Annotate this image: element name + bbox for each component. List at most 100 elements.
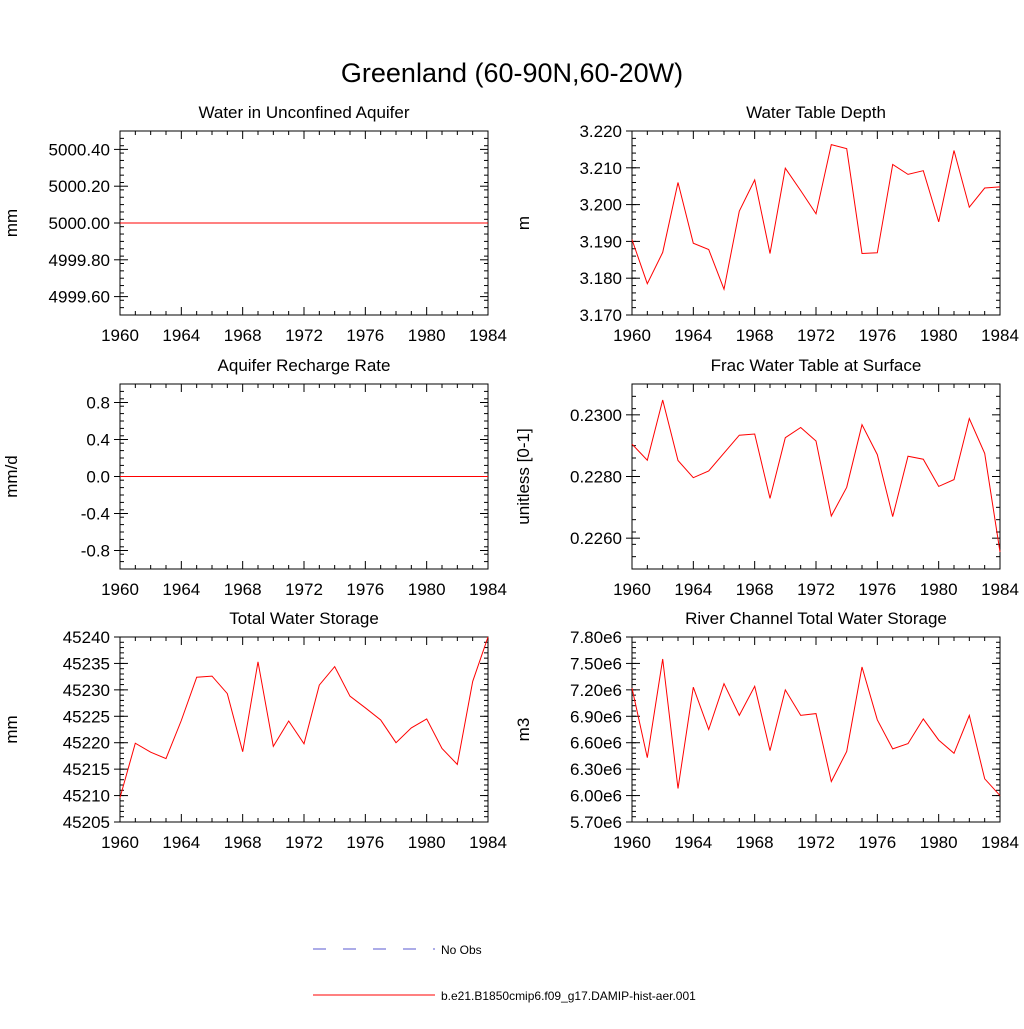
x-tick-label: 1968 — [736, 833, 774, 852]
x-tick-label: 1960 — [101, 580, 139, 599]
y-tick-label: 45220 — [63, 734, 110, 753]
y-tick-label: 7.50e6 — [570, 654, 622, 673]
legend-model-label: b.e21.B1850cmip6.f09_g17.DAMIP-hist-aer.… — [441, 989, 696, 1003]
y-tick-label: 6.00e6 — [570, 787, 622, 806]
y-axis-label: m — [514, 216, 533, 230]
x-tick-label: 1976 — [346, 833, 384, 852]
y-tick-label: 3.210 — [579, 159, 622, 178]
x-tick-label: 1976 — [858, 580, 896, 599]
x-tick-label: 1972 — [797, 580, 835, 599]
x-tick-label: 1972 — [797, 833, 835, 852]
y-tick-label: 0.4 — [86, 431, 110, 450]
panel-3: Aquifer Recharge Rate 1960 1964 1968 1972 197… — [2, 356, 507, 599]
y-tick-label: 0.2300 — [570, 406, 622, 425]
y-tick-label: -0.4 — [81, 505, 110, 524]
x-tick-label: 1964 — [674, 833, 712, 852]
y-tick-label: 5000.40 — [49, 140, 110, 159]
legend-obs-label: No Obs — [441, 943, 482, 957]
legend: No Obs b.e21.B1850cmip6.f09_g17.DAMIP-hi… — [313, 943, 696, 1003]
x-tick-label: 1964 — [162, 580, 200, 599]
y-axis-label: mm — [2, 715, 21, 743]
panel-title: Aquifer Recharge Rate — [218, 356, 391, 375]
panel-2: Water Table Depth 1960 1964 1968 1972 1976 198… — [514, 103, 1019, 345]
x-tick-label: 1980 — [920, 833, 958, 852]
x-tick-label: 1980 — [920, 326, 958, 345]
y-tick-label: 5000.00 — [49, 214, 110, 233]
panel-1: Water in Unconfined Aquifer 1960 1964 1968 1… — [2, 103, 507, 345]
x-tick-label: 1976 — [858, 833, 896, 852]
x-tick-label: 1964 — [162, 833, 200, 852]
y-tick-label: 6.60e6 — [570, 734, 622, 753]
x-tick-label: 1984 — [981, 580, 1019, 599]
panel-4: Frac Water Table at Surface 1960 1964 1968 1… — [514, 356, 1019, 599]
x-tick-label: 1968 — [224, 580, 262, 599]
panel-title: Frac Water Table at Surface — [711, 356, 922, 375]
x-tick-label: 1984 — [981, 833, 1019, 852]
y-tick-label: 7.20e6 — [570, 681, 622, 700]
plot-frame — [631, 383, 1001, 570]
y-tick-label: 5.70e6 — [570, 813, 622, 832]
x-tick-label: 1972 — [285, 833, 323, 852]
x-tick-label: 1964 — [162, 326, 200, 345]
x-tick-label: 1972 — [285, 326, 323, 345]
x-tick-label: 1960 — [613, 833, 651, 852]
x-tick-label: 1980 — [408, 580, 446, 599]
series-line — [631, 143, 1001, 291]
y-axis-label: m3 — [514, 718, 533, 742]
x-tick-label: 1964 — [674, 580, 712, 599]
x-tick-label: 1960 — [101, 326, 139, 345]
y-tick-label: 3.180 — [579, 269, 622, 288]
y-tick-label: 6.90e6 — [570, 707, 622, 726]
series-line — [119, 636, 489, 798]
y-axis-label: mm — [2, 209, 21, 237]
y-tick-label: 6.30e6 — [570, 760, 622, 779]
panel-title: Water in Unconfined Aquifer — [198, 103, 409, 122]
y-tick-label: 4999.60 — [49, 288, 110, 307]
y-tick-label: 3.200 — [579, 196, 622, 215]
x-tick-label: 1972 — [285, 580, 323, 599]
x-tick-label: 1976 — [346, 326, 384, 345]
y-tick-label: 0.2260 — [570, 529, 622, 548]
y-tick-label: 45240 — [63, 628, 110, 647]
panel-title: Water Table Depth — [746, 103, 886, 122]
x-tick-label: 1968 — [736, 326, 774, 345]
y-tick-label: 7.80e6 — [570, 628, 622, 647]
series-line — [631, 399, 1001, 553]
panel-title: Total Water Storage — [229, 609, 379, 628]
x-tick-label: 1976 — [346, 580, 384, 599]
y-tick-label: 0.0 — [86, 468, 110, 487]
x-tick-label: 1968 — [224, 326, 262, 345]
y-tick-label: 45230 — [63, 681, 110, 700]
x-tick-label: 1960 — [613, 580, 651, 599]
series-line — [631, 658, 1001, 796]
x-tick-label: 1976 — [858, 326, 896, 345]
plot-frame — [631, 130, 1001, 316]
x-tick-label: 1980 — [920, 580, 958, 599]
x-tick-label: 1984 — [981, 326, 1019, 345]
y-tick-label: 45210 — [63, 787, 110, 806]
x-tick-label: 1980 — [408, 833, 446, 852]
y-tick-label: 45215 — [63, 760, 110, 779]
x-tick-label: 1968 — [224, 833, 262, 852]
y-tick-label: 3.190 — [579, 232, 622, 251]
x-tick-label: 1984 — [469, 833, 507, 852]
panel-5: Total Water Storage 1960 1964 1968 1972 1976 1… — [2, 609, 507, 852]
figure-title: Greenland (60-90N,60-20W) — [341, 58, 683, 88]
x-tick-label: 1960 — [101, 833, 139, 852]
y-tick-label: 45225 — [63, 707, 110, 726]
x-tick-label: 1968 — [736, 580, 774, 599]
x-tick-label: 1980 — [408, 326, 446, 345]
y-tick-label: 3.170 — [579, 306, 622, 325]
panel-6: River Channel Total Water Storage 1960 196… — [514, 609, 1019, 852]
y-tick-label: 0.8 — [86, 394, 110, 413]
x-tick-label: 1984 — [469, 580, 507, 599]
y-tick-label: 45235 — [63, 654, 110, 673]
y-tick-label: 45205 — [63, 813, 110, 832]
x-tick-label: 1972 — [797, 326, 835, 345]
y-tick-label: 4999.80 — [49, 251, 110, 270]
panel-title: River Channel Total Water Storage — [685, 609, 947, 628]
y-tick-label: 0.2280 — [570, 468, 622, 487]
y-tick-label: 5000.20 — [49, 177, 110, 196]
